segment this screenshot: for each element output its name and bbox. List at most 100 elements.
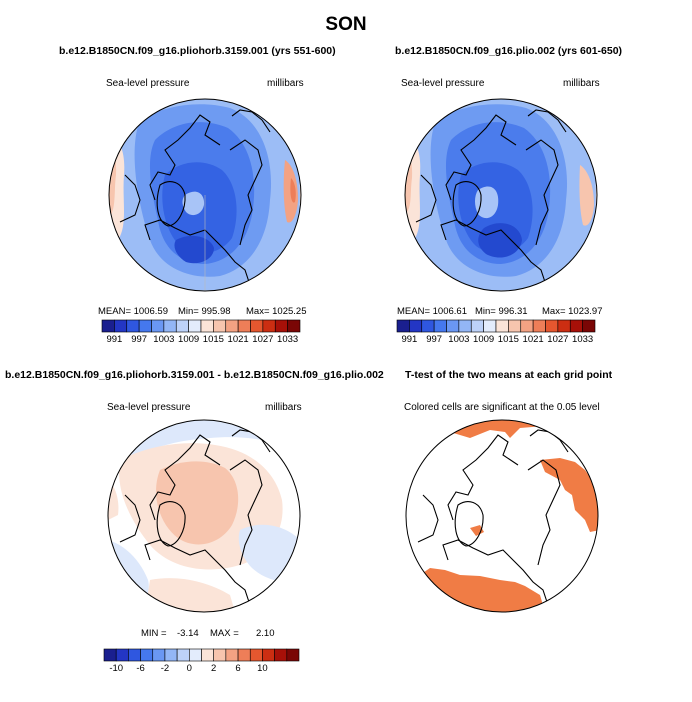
- panel3-colorbar-tick-label: -2: [161, 663, 169, 674]
- panel1-mean: MEAN= 1006.59: [98, 306, 168, 317]
- panel3-colorbar-box: [128, 648, 141, 662]
- panel1-variable-label: Sea-level pressure: [106, 78, 190, 89]
- panel2-colorbar-box: [470, 319, 484, 333]
- panel2-colorbar-box: [433, 319, 447, 333]
- panel2-colorbar-box: [409, 319, 423, 333]
- panel2-mean: MEAN= 1006.61: [397, 306, 467, 317]
- panel2-colorbar-box: [421, 319, 435, 333]
- panel3-colorbar-box: [152, 648, 166, 662]
- panel3-colorbar-box: [213, 648, 227, 662]
- panel3-colorbar-box: [274, 648, 288, 662]
- panel2-colorbar-box: [532, 319, 546, 333]
- panel3-max-label: MAX =: [210, 628, 239, 639]
- page-title: SON: [325, 14, 367, 35]
- panel1-colorbar-box: [274, 319, 288, 333]
- panel3-colorbar-tick-label: -10: [109, 663, 123, 674]
- panel2-colorbar-box: [396, 319, 410, 333]
- panel3-colorbar-box: [176, 648, 190, 662]
- panel1-colorbar-box: [250, 319, 264, 333]
- panel2-colorbar-box: [483, 319, 497, 333]
- panel2-colorbar-box: [446, 319, 460, 333]
- panel3-colorbar-tick-label: 0: [187, 663, 192, 674]
- panel1-colorbar-tick-label: 997: [131, 334, 147, 345]
- panel3-colorbar-box: [201, 648, 214, 662]
- panel1-min: Min= 995.98: [178, 306, 231, 317]
- panel1-colorbar-tick-label: 1015: [203, 334, 224, 345]
- panel1-colorbar: 991 997 1003 1009 1015 1021 1027 1033: [101, 319, 301, 345]
- panel3-colorbar-box: [249, 648, 263, 662]
- panel1-colorbar-box: [213, 319, 227, 333]
- panel1-colorbar-box: [126, 319, 140, 333]
- panel4-subtitle: Colored cells are significant at the 0.0…: [404, 402, 600, 413]
- panel1-colorbar-box: [175, 319, 189, 333]
- panel2-title: b.e12.B1850CN.f09_g16.plio.002 (yrs 601-…: [395, 45, 623, 57]
- panel2-colorbar-box: [495, 319, 509, 333]
- panel3-colorbar: -10 -6 -2 0 2 6 10: [103, 648, 300, 674]
- panel1-colorbar-box: [151, 319, 165, 333]
- panel3-map: [108, 420, 300, 612]
- panel4-title: T-test of the two means at each grid poi…: [405, 369, 613, 381]
- panel2-colorbar-box: [545, 319, 559, 333]
- panel3-variable-label: Sea-level pressure: [107, 402, 191, 413]
- panel3-colorbar-box: [115, 648, 129, 662]
- panel2-colorbar-tick-label: 1015: [498, 334, 519, 345]
- panel2-max: Max= 1023.97: [542, 306, 603, 317]
- panel2-colorbar-box: [508, 319, 522, 333]
- panel3-colorbar-box: [103, 648, 117, 662]
- panel2-colorbar-box: [569, 319, 583, 333]
- panel2-colorbar-tick-label: 1027: [547, 334, 568, 345]
- panel1-title: b.e12.B1850CN.f09_g16.pliohorb.3159.001 …: [59, 45, 336, 57]
- panel3-colorbar-tick-label: -6: [136, 663, 144, 674]
- panel2-colorbar-box: [582, 319, 596, 333]
- panel2-colorbar-tick-label: 1033: [572, 334, 593, 345]
- panel3-colorbar-box: [262, 648, 275, 662]
- panel1-map: [109, 99, 301, 291]
- panel3-colorbar-tick-label: 10: [257, 663, 268, 674]
- panel3-colorbar-box: [189, 648, 202, 662]
- panel1-colorbar-box: [287, 319, 301, 333]
- panel3-min-label: MIN =: [141, 628, 167, 639]
- panel3-colorbar-tick-label: 2: [211, 663, 216, 674]
- panel3-colorbar-box: [164, 648, 178, 662]
- panel2-min: Min= 996.31: [475, 306, 528, 317]
- panel4-map: [406, 420, 598, 612]
- panel1-colorbar-tick-label: 1021: [228, 334, 249, 345]
- panel2-colorbar-tick-label: 997: [426, 334, 442, 345]
- panel1-colorbar-box: [114, 319, 128, 333]
- panel1-colorbar-tick-label: 1033: [277, 334, 298, 345]
- panel3-max-value: 2.10: [256, 628, 275, 639]
- panel3-colorbar-box: [286, 648, 300, 662]
- panel2-colorbar-box: [520, 319, 534, 333]
- panel3-colorbar-box: [237, 648, 251, 662]
- panel1-units-label: millibars: [267, 78, 304, 89]
- panel1-colorbar-box: [225, 319, 239, 333]
- panel2-colorbar-tick-label: 1021: [523, 334, 544, 345]
- panel3-colorbar-box: [225, 648, 239, 662]
- panel3-title: b.e12.B1850CN.f09_g16.pliohorb.3159.001 …: [5, 369, 384, 381]
- panel1-colorbar-tick-label: 991: [106, 334, 122, 345]
- panel3-units-label: millibars: [265, 402, 302, 413]
- panel2-colorbar-tick-label: 1003: [448, 334, 469, 345]
- panel1-colorbar-box: [262, 319, 276, 333]
- panel2-variable-label: Sea-level pressure: [401, 78, 485, 89]
- panel2-colorbar-box: [458, 319, 472, 333]
- panel2-colorbar: 991 997 1003 1009 1015 1021 1027 1033: [396, 319, 596, 345]
- panel1-max: Max= 1025.25: [246, 306, 307, 317]
- panel1-colorbar-box: [101, 319, 115, 333]
- panel1-colorbar-tick-label: 1003: [153, 334, 174, 345]
- panel2-colorbar-tick-label: 1009: [473, 334, 494, 345]
- panel2-colorbar-tick-label: 991: [401, 334, 417, 345]
- panel3-min-value: -3.14: [177, 628, 199, 639]
- panel1-colorbar-box: [163, 319, 177, 333]
- panel3-colorbar-box: [140, 648, 154, 662]
- panel2-colorbar-box: [557, 319, 571, 333]
- panel1-colorbar-tick-label: 1009: [178, 334, 199, 345]
- panel1-colorbar-box: [138, 319, 152, 333]
- panel1-colorbar-box: [237, 319, 251, 333]
- panel2-units-label: millibars: [563, 78, 600, 89]
- panel1-colorbar-box: [188, 319, 202, 333]
- panel3-colorbar-tick-label: 6: [235, 663, 240, 674]
- panel1-colorbar-box: [200, 319, 214, 333]
- panel1-colorbar-tick-label: 1027: [252, 334, 273, 345]
